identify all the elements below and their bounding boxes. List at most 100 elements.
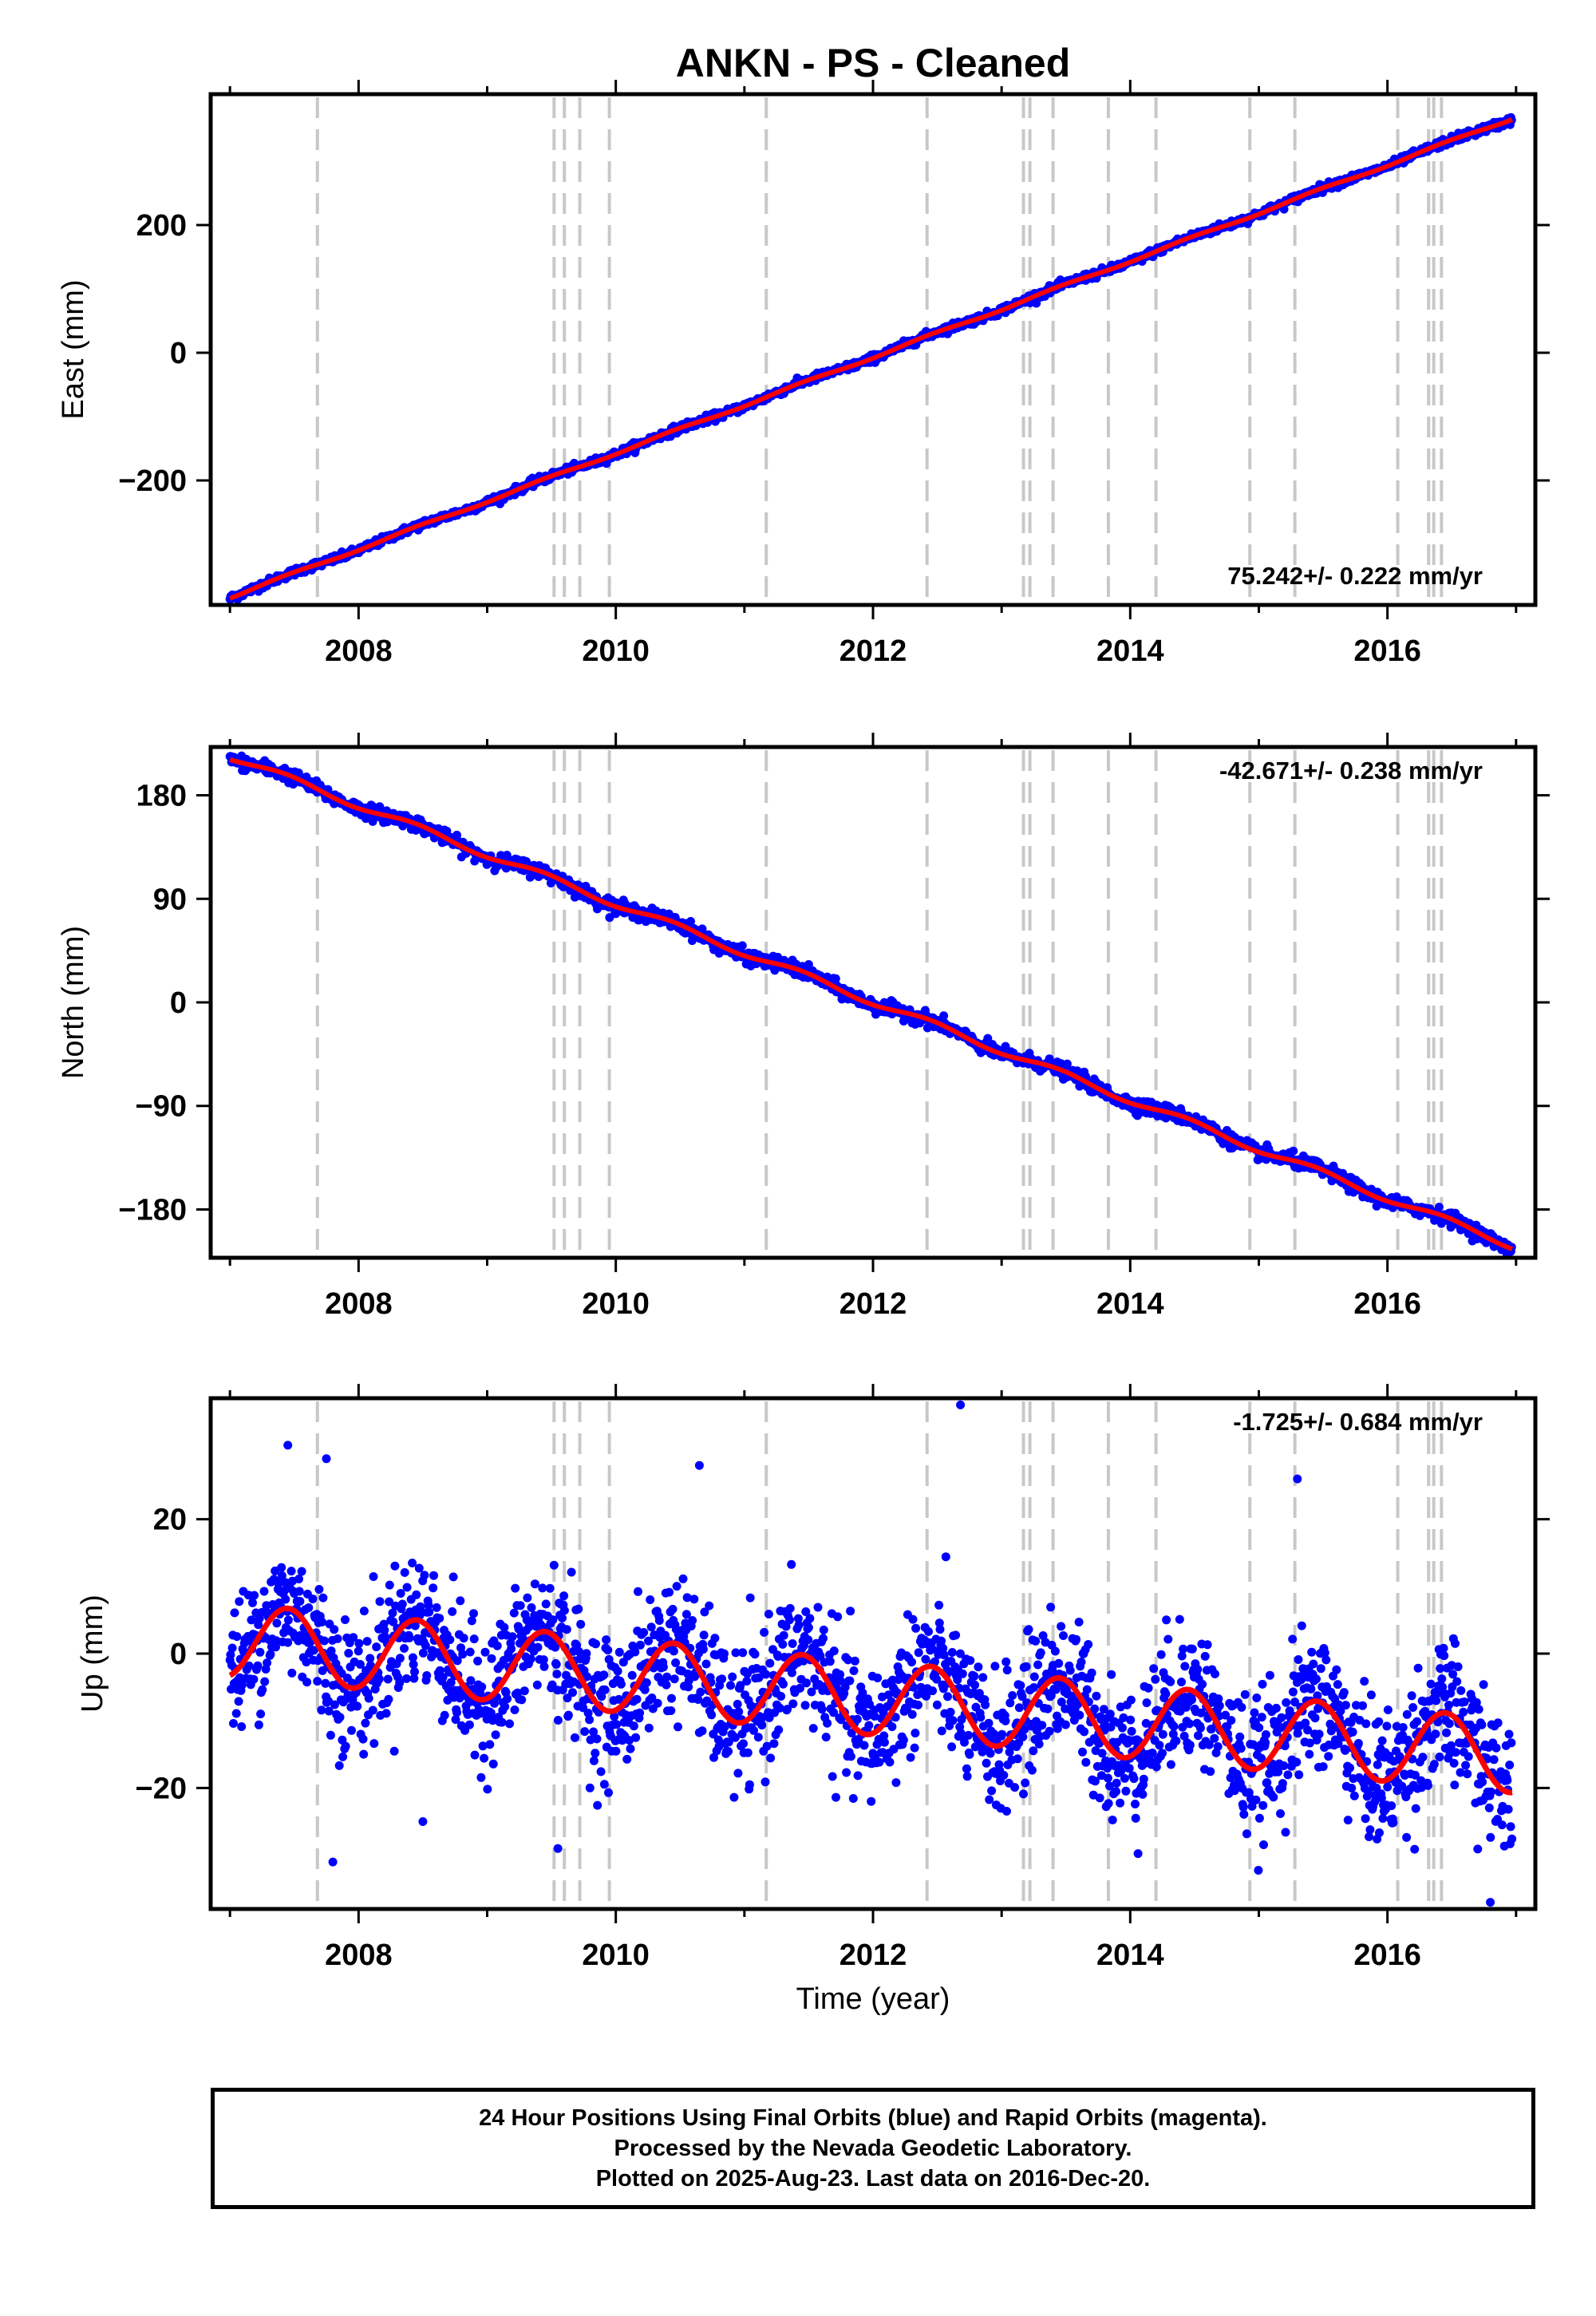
up-point bbox=[283, 1615, 293, 1625]
up-point bbox=[887, 1722, 897, 1732]
up-point bbox=[395, 1654, 405, 1663]
up-point bbox=[658, 1662, 668, 1672]
up-point bbox=[846, 1752, 855, 1761]
up-point bbox=[1075, 1710, 1084, 1720]
up-point bbox=[941, 1552, 950, 1562]
up-point bbox=[476, 1773, 486, 1782]
up-point bbox=[286, 1567, 296, 1576]
up-point bbox=[385, 1580, 394, 1590]
up-point bbox=[604, 1788, 613, 1797]
up-point bbox=[937, 1726, 946, 1736]
up-point bbox=[580, 1727, 590, 1737]
up-point bbox=[532, 1680, 542, 1690]
up-point bbox=[508, 1632, 517, 1642]
up-point bbox=[358, 1734, 368, 1744]
up-point bbox=[1104, 1799, 1113, 1808]
x-tick-label: 2012 bbox=[839, 634, 907, 668]
up-point bbox=[965, 1749, 974, 1759]
up-point bbox=[470, 1750, 480, 1760]
up-point bbox=[420, 1571, 429, 1580]
up-point bbox=[672, 1582, 681, 1591]
up-point bbox=[227, 1643, 237, 1653]
up-point bbox=[976, 1713, 986, 1722]
up-point bbox=[344, 1649, 354, 1658]
up-point bbox=[627, 1670, 637, 1680]
up-point bbox=[1092, 1691, 1101, 1701]
up-point bbox=[1078, 1747, 1087, 1757]
up-point bbox=[231, 1709, 241, 1718]
up-point bbox=[668, 1604, 678, 1614]
up-point bbox=[354, 1646, 363, 1656]
up-point bbox=[383, 1674, 393, 1684]
up-point bbox=[375, 1597, 385, 1607]
up-point bbox=[612, 1720, 622, 1729]
up-point bbox=[234, 1697, 243, 1706]
up-point bbox=[297, 1567, 306, 1576]
up-point bbox=[422, 1671, 432, 1680]
up-point bbox=[341, 1615, 350, 1624]
up-point bbox=[1014, 1703, 1024, 1713]
up-point bbox=[1072, 1634, 1080, 1644]
up-point bbox=[359, 1749, 369, 1759]
up-point bbox=[256, 1709, 266, 1719]
up-point bbox=[734, 1707, 744, 1717]
up-point bbox=[585, 1783, 595, 1792]
up-point bbox=[948, 1716, 958, 1725]
up-point bbox=[317, 1705, 326, 1715]
up-point bbox=[533, 1642, 543, 1652]
y-tick-label: 200 bbox=[136, 209, 187, 243]
up-point bbox=[541, 1599, 551, 1609]
up-point bbox=[302, 1678, 312, 1687]
up-point bbox=[832, 1792, 840, 1802]
y-tick-label: 0 bbox=[170, 337, 187, 370]
up-point bbox=[864, 1721, 874, 1730]
up-point bbox=[374, 1674, 384, 1684]
rate-label: 75.242+/- 0.222 mm/yr bbox=[1227, 562, 1483, 590]
up-point bbox=[1080, 1727, 1089, 1737]
up-point bbox=[510, 1705, 519, 1714]
up-point bbox=[805, 1614, 815, 1623]
up-point bbox=[914, 1700, 922, 1709]
up-point bbox=[500, 1702, 510, 1711]
up-point bbox=[400, 1567, 409, 1577]
up-point bbox=[1054, 1658, 1064, 1668]
up-point bbox=[456, 1596, 465, 1606]
up-point bbox=[458, 1650, 468, 1659]
up-point bbox=[631, 1733, 641, 1742]
up-point bbox=[1005, 1698, 1015, 1708]
up-point bbox=[318, 1593, 328, 1603]
up-point bbox=[1016, 1681, 1025, 1690]
up-point bbox=[1029, 1672, 1039, 1682]
up-point bbox=[622, 1754, 632, 1764]
up-point bbox=[788, 1639, 797, 1648]
up-point bbox=[733, 1769, 743, 1778]
up-point bbox=[875, 1757, 884, 1767]
x-tick-label: 2008 bbox=[325, 1287, 393, 1321]
up-point bbox=[1037, 1721, 1047, 1730]
up-point bbox=[314, 1585, 324, 1594]
up-point bbox=[779, 1679, 788, 1689]
up-point bbox=[885, 1757, 895, 1767]
up-point bbox=[1050, 1646, 1060, 1656]
up-point bbox=[567, 1567, 576, 1577]
up-point bbox=[629, 1721, 638, 1731]
up-point bbox=[553, 1716, 563, 1725]
up-point bbox=[935, 1625, 945, 1634]
up-point bbox=[853, 1771, 863, 1780]
up-point bbox=[448, 1607, 457, 1616]
up-point bbox=[666, 1706, 676, 1715]
up-point bbox=[911, 1623, 921, 1633]
up-point bbox=[776, 1692, 786, 1701]
up-point bbox=[362, 1637, 372, 1646]
up-point bbox=[1021, 1778, 1030, 1788]
up-point bbox=[369, 1739, 379, 1749]
up-point bbox=[551, 1660, 561, 1669]
up-point bbox=[229, 1719, 238, 1728]
up-point bbox=[526, 1654, 535, 1664]
up-point bbox=[603, 1646, 613, 1655]
up-point bbox=[414, 1563, 424, 1573]
up-point bbox=[705, 1601, 714, 1611]
up-point bbox=[294, 1587, 304, 1596]
